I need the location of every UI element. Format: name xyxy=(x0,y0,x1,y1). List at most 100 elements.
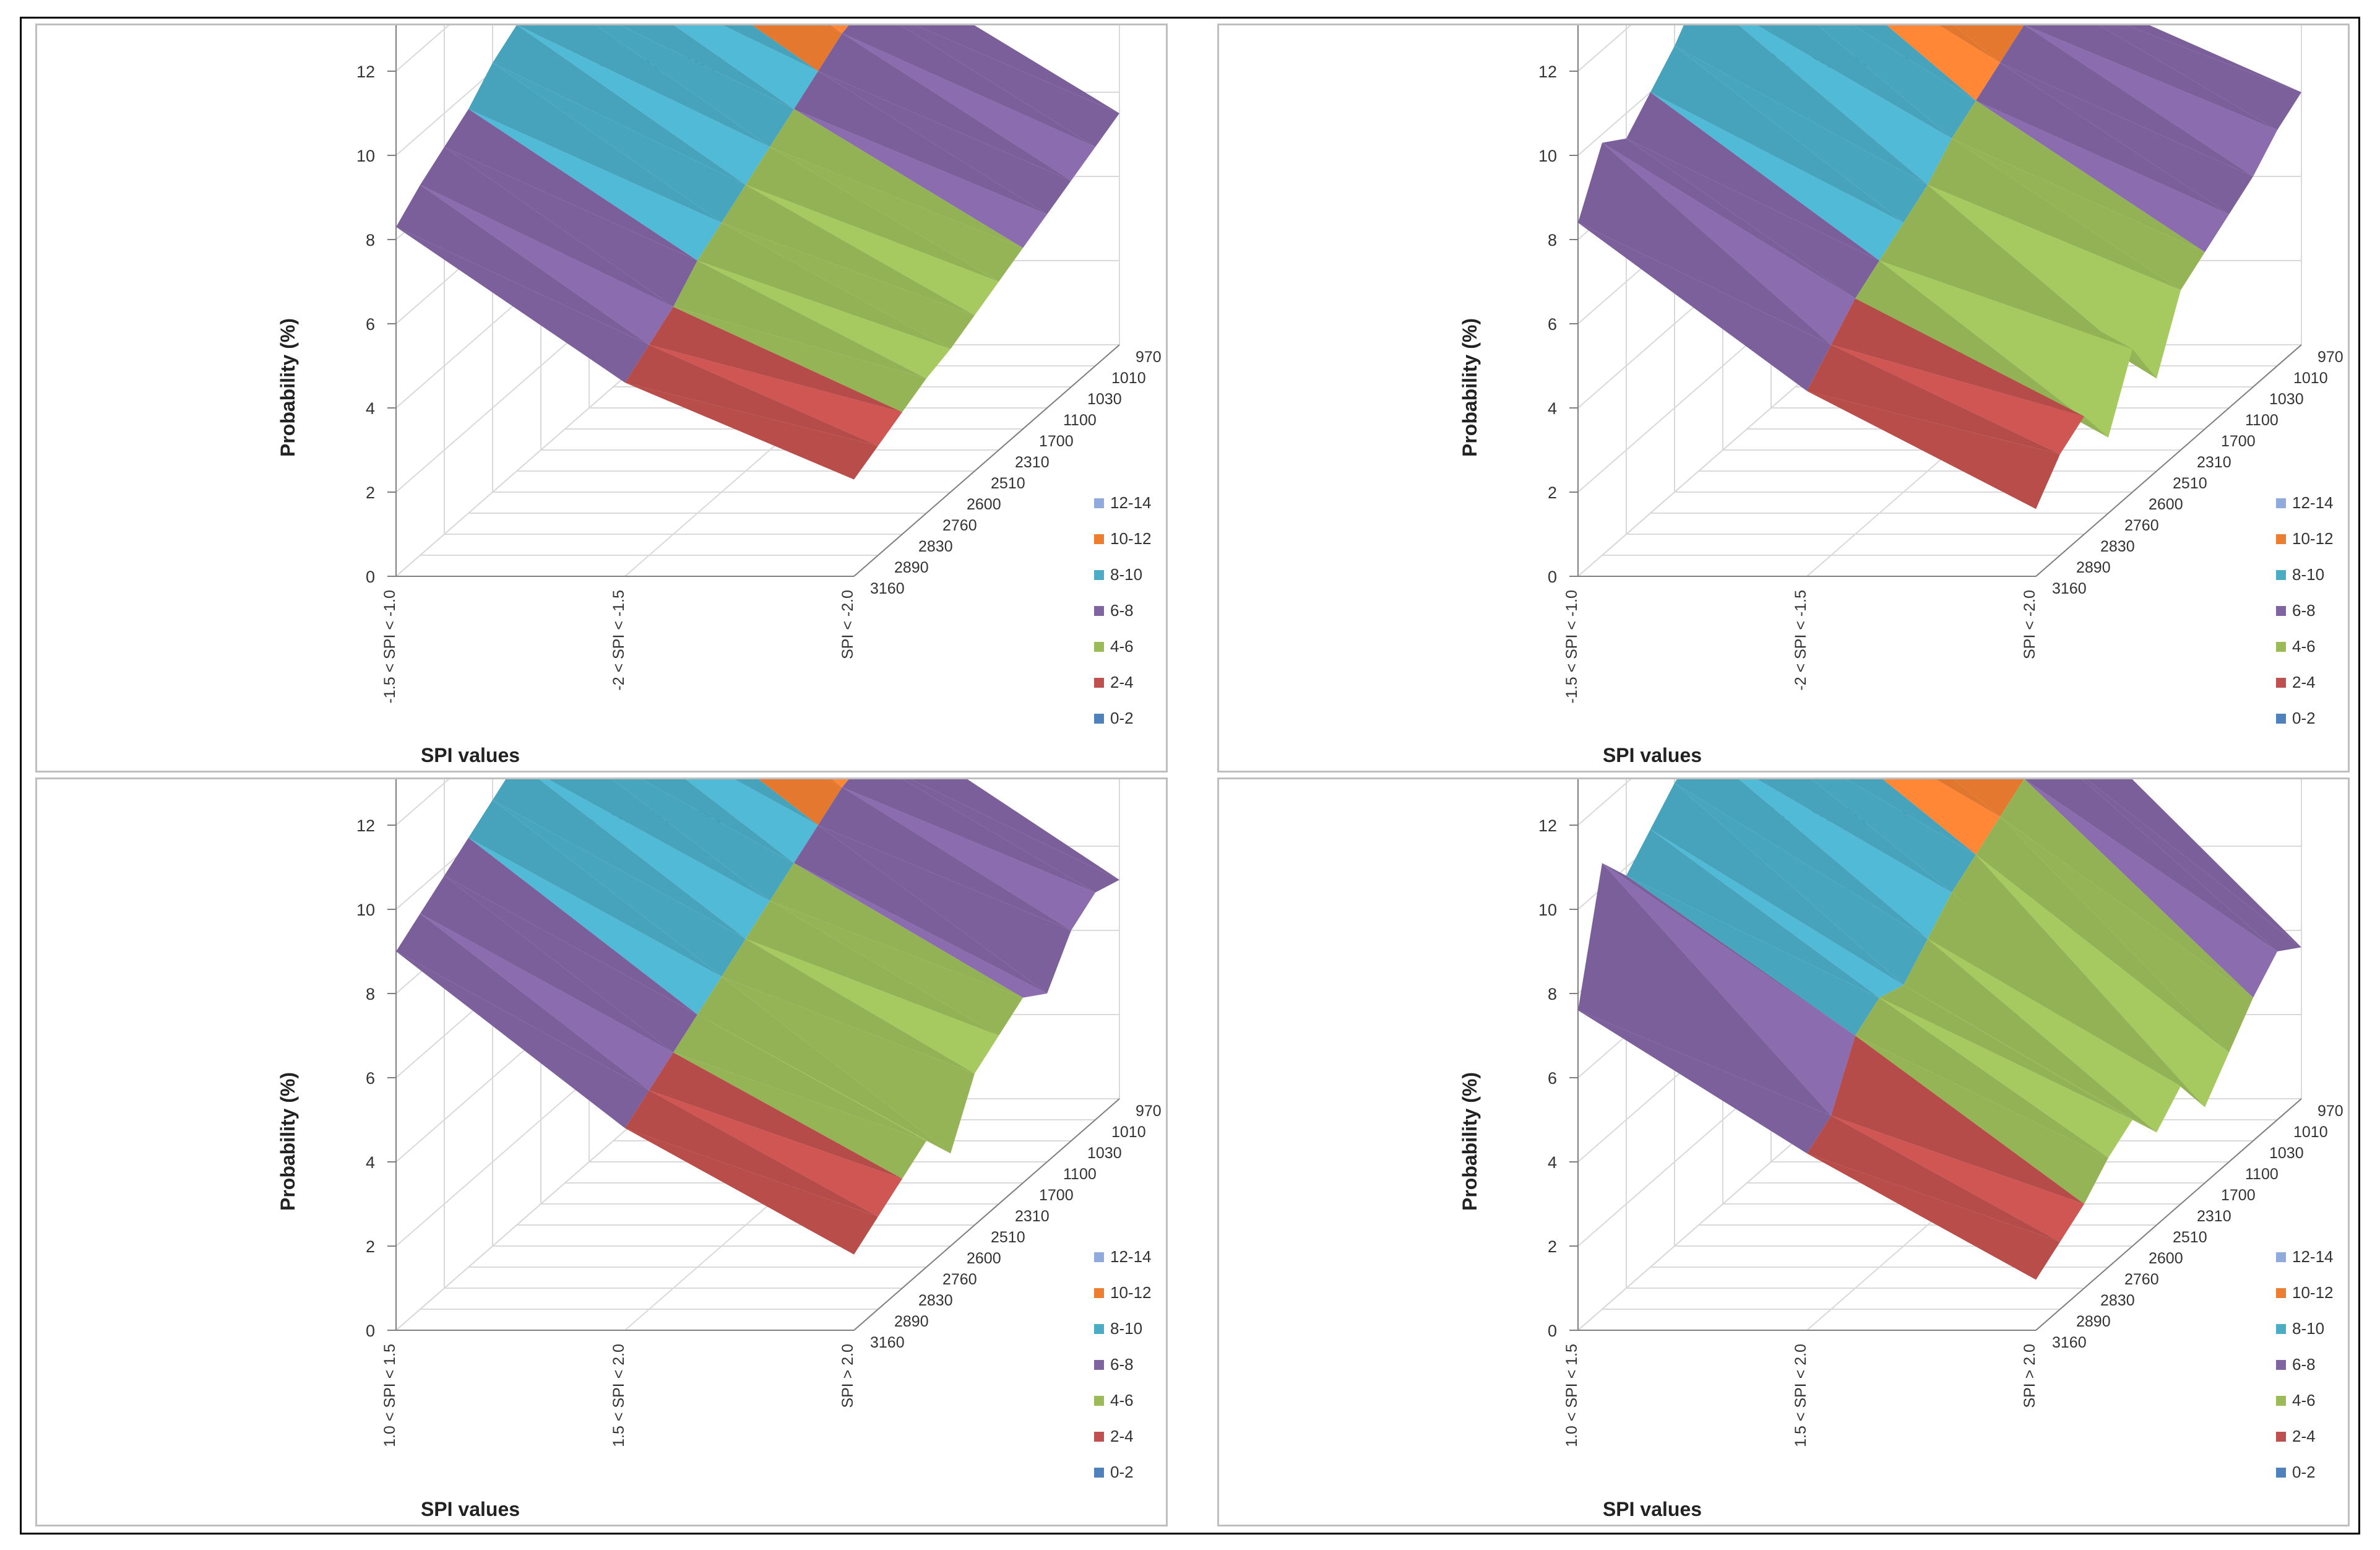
legend-swatch xyxy=(1094,1324,1104,1334)
chart-panel-12-month-dry: 12-month dry02468101214Probability (%)-1… xyxy=(1217,24,2350,773)
surface-facet xyxy=(1954,25,2024,63)
surface-facet xyxy=(2126,25,2301,92)
elevation-label: 2890 xyxy=(894,559,929,576)
elevation-label: 2600 xyxy=(2149,1250,2183,1267)
spi-category-label: 1.0 < SPI < 1.5 xyxy=(381,1344,399,1447)
surface-facet xyxy=(539,779,770,939)
legend-swatch xyxy=(1094,1468,1104,1478)
surface-facet xyxy=(1626,829,1879,998)
legend-swatch xyxy=(1094,1288,1104,1298)
legend-swatch xyxy=(2276,1324,2286,1334)
elevation-label: 2890 xyxy=(2076,1313,2111,1330)
legend-label: 4-6 xyxy=(2292,1391,2316,1409)
surface-facet xyxy=(1831,1115,2084,1242)
surface-facet xyxy=(493,779,746,939)
surface-chart-3: 12-month wet02468101214Probability (%)1.… xyxy=(1459,779,2343,1520)
surface-facet xyxy=(625,345,878,446)
z-tick-label: 6 xyxy=(1548,315,1557,334)
surface-facet xyxy=(770,901,1023,1036)
surface-facet xyxy=(842,25,1095,147)
legend-swatch xyxy=(1094,1396,1104,1406)
surface-facet xyxy=(468,63,722,223)
surface-facet xyxy=(1807,345,2060,454)
surface-facet xyxy=(1675,783,1928,985)
legend-label: 0-2 xyxy=(2292,1463,2316,1481)
legend-label: 6-8 xyxy=(1110,1355,1134,1374)
surface-facet xyxy=(2000,816,2253,1053)
legend-swatch xyxy=(2276,1360,2286,1370)
surface-facet xyxy=(770,863,1023,998)
surface-facet xyxy=(649,1052,902,1179)
elevation-label: 1030 xyxy=(2269,391,2304,408)
spi-category-label: SPI > 2.0 xyxy=(839,1344,856,1408)
surface-facet xyxy=(2025,25,2277,131)
z-tick-label: 8 xyxy=(366,231,375,249)
elevation-label: 970 xyxy=(2317,349,2343,366)
surface-facet xyxy=(842,779,1095,893)
surface-facet xyxy=(1879,997,2132,1158)
surface-facet xyxy=(1650,92,1904,261)
z-tick-label: 2 xyxy=(366,1237,375,1256)
surface-facet xyxy=(1952,100,2205,253)
surface-facet xyxy=(1807,1153,2060,1280)
z-tick-label: 12 xyxy=(356,816,375,835)
surface-facet xyxy=(752,25,842,71)
x-axis-title: SPI values xyxy=(421,1498,520,1520)
elevation-label: 3160 xyxy=(2052,1334,2087,1351)
legend-label: 2-4 xyxy=(2292,673,2316,691)
z-tick-label: 10 xyxy=(1538,901,1557,919)
legend-swatch xyxy=(1094,714,1104,724)
surface-facet xyxy=(396,184,649,345)
surface-facet xyxy=(916,25,1119,113)
elevation-label: 2830 xyxy=(918,538,953,555)
elevation-label: 2890 xyxy=(894,1313,929,1330)
surface-facet xyxy=(1879,985,2132,1120)
surface-facet xyxy=(649,1090,902,1217)
z-tick-label: 0 xyxy=(1548,568,1557,586)
z-tick-label: 8 xyxy=(366,985,375,1003)
legend-swatch xyxy=(2276,1252,2286,1262)
legend-label: 2-4 xyxy=(1110,673,1134,691)
surface-facet xyxy=(1675,25,1928,185)
elevation-label: 2310 xyxy=(1015,454,1050,471)
legend-swatch xyxy=(2276,642,2286,652)
elevation-label: 1100 xyxy=(1063,412,1097,429)
z-tick-label: 10 xyxy=(356,147,375,165)
surface-facet xyxy=(444,147,697,307)
surface-facet xyxy=(759,779,842,825)
elevation-label: 3160 xyxy=(870,580,905,597)
surface-facet xyxy=(1952,138,2205,290)
surface-facet xyxy=(735,779,818,825)
surface-facet xyxy=(697,222,951,349)
surface-facet xyxy=(1739,25,1952,185)
y-axis-title: Probability (%) xyxy=(1459,318,1481,457)
surface-facet xyxy=(1626,92,1879,261)
elevation-label: 1030 xyxy=(1087,1145,1122,1162)
elevation-label: 2760 xyxy=(942,1271,977,1288)
axes xyxy=(1577,779,2302,1331)
z-tick-label: 2 xyxy=(1548,1237,1557,1256)
surface-facet xyxy=(673,1052,926,1179)
surface-facet xyxy=(2025,25,2277,176)
surface-facet xyxy=(396,951,649,1128)
legend-swatch xyxy=(1094,534,1104,544)
legend-swatch xyxy=(2276,678,2286,688)
z-tick-label: 12 xyxy=(1538,816,1557,835)
surface-facet xyxy=(722,184,975,316)
axes xyxy=(395,25,1120,577)
surface-facet xyxy=(911,779,1119,880)
surface-facet xyxy=(493,63,746,223)
surface xyxy=(396,779,1119,1255)
surface-facet xyxy=(493,800,746,977)
z-tick-label: 0 xyxy=(1548,1322,1557,1340)
surface-facet xyxy=(625,1128,878,1255)
legend-swatch xyxy=(1094,1360,1104,1370)
x-axis-title: SPI values xyxy=(421,744,520,766)
surface-facet xyxy=(468,838,722,1015)
legend-label: 12-14 xyxy=(2292,1247,2334,1266)
surface-facet xyxy=(1807,391,2060,509)
z-tick-label: 4 xyxy=(366,1153,375,1172)
elevation-label: 1700 xyxy=(2221,1187,2256,1204)
spi-category-label: 1.0 < SPI < 1.5 xyxy=(1563,1344,1580,1447)
z-tick-label: 2 xyxy=(1548,483,1557,502)
